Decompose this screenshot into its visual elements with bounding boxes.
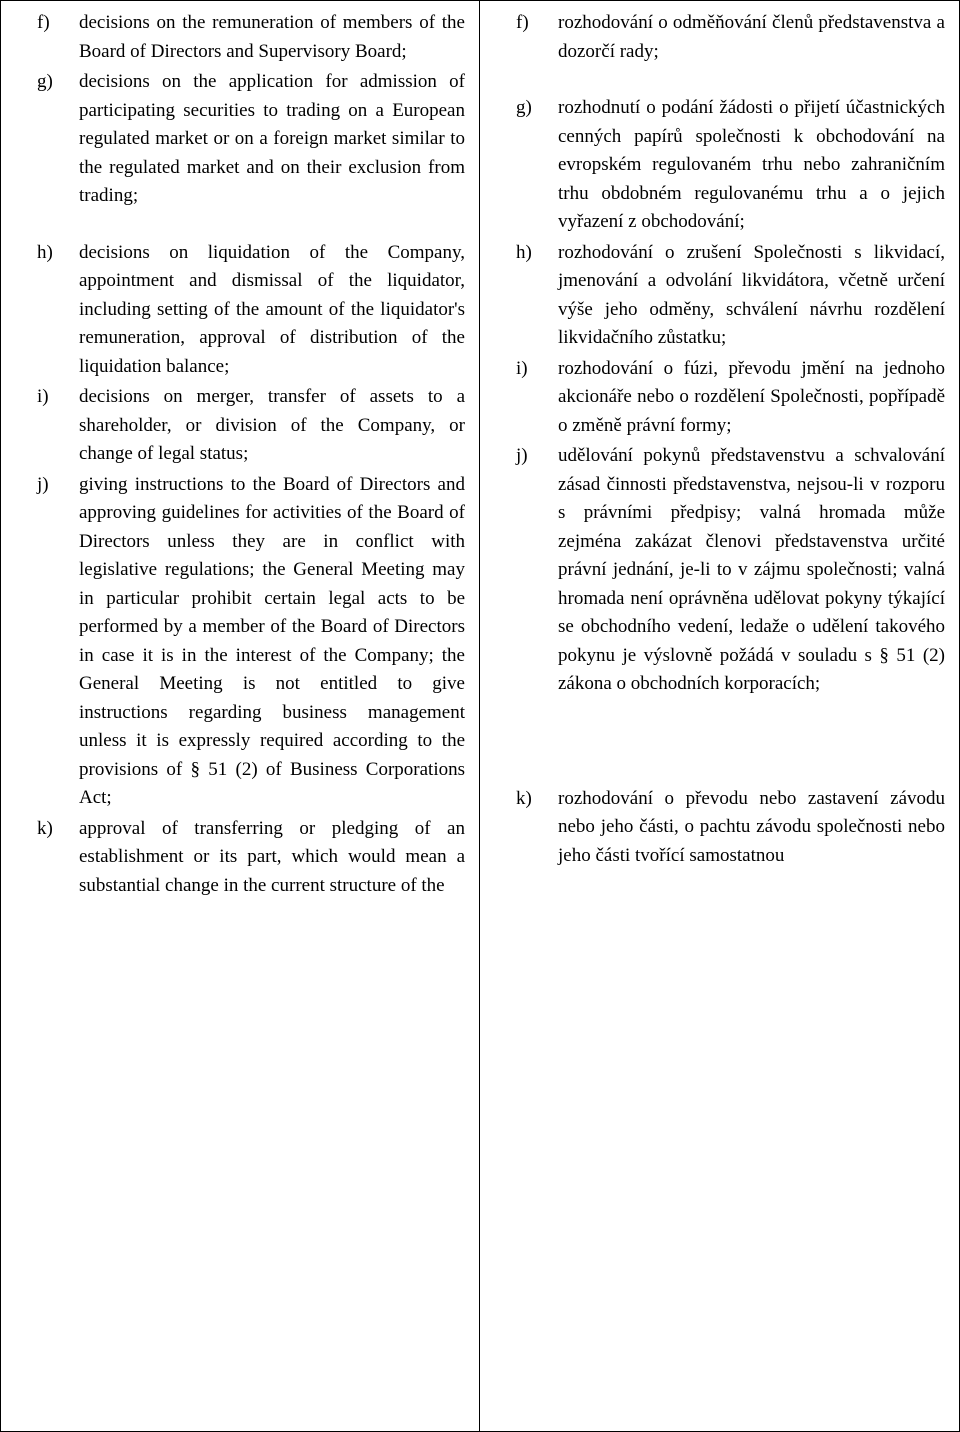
item-marker: h) [488, 239, 558, 353]
list-item: j) giving instructions to the Board of D… [9, 471, 465, 813]
item-marker: i) [488, 355, 558, 441]
item-text: decisions on liquidation of the Company,… [79, 239, 465, 382]
item-marker: j) [488, 442, 558, 699]
list-item: k) approval of transferring or pledging … [9, 815, 465, 901]
item-text: decisions on the remuneration of members… [79, 9, 465, 66]
item-text: rozhodování o zrušení Společnosti s likv… [558, 239, 945, 353]
item-marker: g) [488, 94, 558, 237]
item-marker: i) [9, 383, 79, 469]
item-text: decisions on the application for admissi… [79, 68, 465, 211]
list-item: j) udělování pokynů představenstvu a sch… [488, 442, 945, 699]
document-page: f) decisions on the remuneration of memb… [0, 0, 960, 1432]
item-text: approval of transferring or pledging of … [79, 815, 465, 901]
czech-column: f) rozhodování o odměňování členů předst… [480, 1, 959, 1431]
item-marker: f) [9, 9, 79, 66]
item-text: decisions on merger, transfer of assets … [79, 383, 465, 469]
list-item: k) rozhodování o převodu nebo zastavení … [488, 785, 945, 871]
item-marker: k) [9, 815, 79, 901]
list-item: h) decisions on liquidation of the Compa… [9, 239, 465, 382]
list-item: f) decisions on the remuneration of memb… [9, 9, 465, 66]
list-item: h) rozhodování o zrušení Společnosti s l… [488, 239, 945, 353]
item-text: giving instructions to the Board of Dire… [79, 471, 465, 813]
item-text: rozhodování o převodu nebo zastavení záv… [558, 785, 945, 871]
list-item: g) rozhodnutí o podání žádosti o přijetí… [488, 94, 945, 237]
item-text: rozhodnutí o podání žádosti o přijetí úč… [558, 94, 945, 237]
list-item: f) rozhodování o odměňování členů předst… [488, 9, 945, 66]
item-marker: j) [9, 471, 79, 813]
item-marker: k) [488, 785, 558, 871]
list-item: i) decisions on merger, transfer of asse… [9, 383, 465, 469]
item-text: rozhodování o odměňování členů představe… [558, 9, 945, 66]
item-text: udělování pokynů představenstvu a schval… [558, 442, 945, 699]
item-marker: h) [9, 239, 79, 382]
item-text: rozhodování o fúzi, převodu jmění na jed… [558, 355, 945, 441]
list-item: i) rozhodování o fúzi, převodu jmění na … [488, 355, 945, 441]
item-marker: g) [9, 68, 79, 211]
list-item: g) decisions on the application for admi… [9, 68, 465, 211]
item-marker: f) [488, 9, 558, 66]
english-column: f) decisions on the remuneration of memb… [1, 1, 480, 1431]
